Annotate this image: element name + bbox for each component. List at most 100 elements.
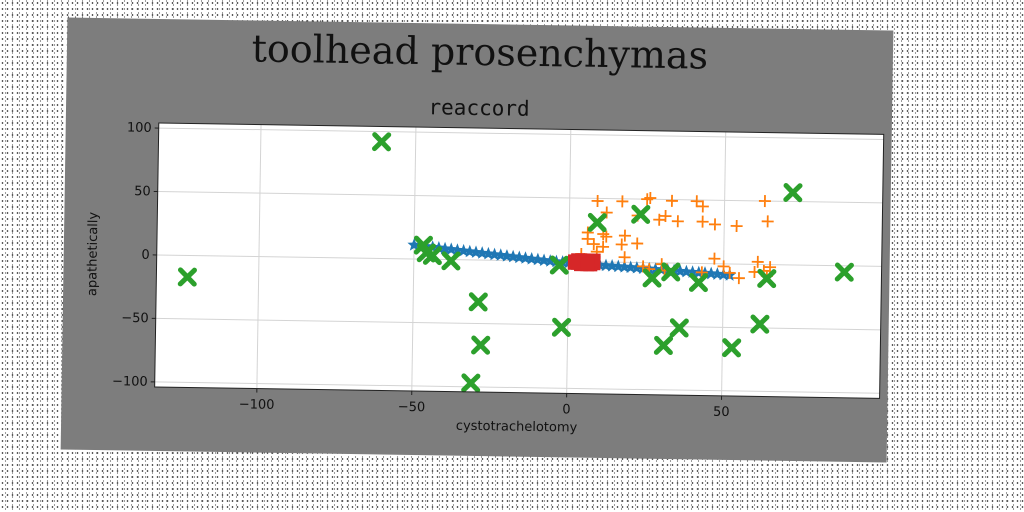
plus-point	[723, 266, 736, 279]
x-point	[757, 268, 777, 289]
x-point	[661, 262, 681, 282]
plus-point	[615, 238, 628, 251]
plus-point	[618, 229, 631, 242]
plus-point	[659, 209, 672, 223]
x-point	[422, 245, 443, 266]
x-point	[722, 338, 742, 358]
plus-point	[732, 272, 745, 285]
x-point	[688, 272, 709, 293]
x-point	[783, 183, 803, 203]
x-point	[642, 268, 662, 288]
plus-point	[671, 215, 684, 228]
x-point	[471, 335, 491, 355]
plus-point	[591, 194, 604, 207]
y-tick-label: 0	[141, 248, 150, 263]
star-point	[679, 264, 694, 278]
ticks: −100 −50 0 50 −100 −50 0 50 100	[112, 121, 730, 420]
x-point	[468, 292, 488, 312]
x-axis-label: cystotrachelotomy	[456, 419, 578, 436]
scatter-plot: −100 −50 0 50 −100 −50 0 50 100 cystotrachelotom…	[85, 121, 885, 436]
star-point	[716, 267, 731, 281]
star-point	[524, 251, 539, 265]
x-point	[441, 251, 461, 271]
plus-point	[653, 213, 666, 226]
star-point	[407, 238, 421, 251]
star-point	[617, 260, 632, 273]
x-point	[549, 255, 570, 275]
star-point	[685, 265, 700, 278]
square-point	[567, 255, 583, 270]
star-point	[487, 247, 502, 261]
plus-point	[616, 195, 629, 208]
plus-point	[581, 232, 594, 245]
plus-point	[665, 194, 678, 207]
plot-frame	[154, 122, 885, 399]
plus-point	[690, 195, 703, 208]
x-tick-label: −50	[398, 400, 426, 415]
x-point	[177, 267, 197, 287]
plus-point	[708, 252, 721, 265]
y-tick-label: 100	[127, 121, 152, 136]
star-point	[537, 253, 551, 267]
x-point	[653, 335, 674, 356]
x-tick-label: −100	[239, 397, 275, 413]
star-point	[494, 248, 508, 262]
figure-panel: toolhead prosenchymas reaccord −100 −50 0 5…	[60, 17, 894, 463]
star-point	[543, 254, 557, 267]
x-point	[834, 262, 854, 282]
y-tick-label: 50	[134, 184, 151, 199]
plus-point	[761, 215, 774, 228]
star-point	[710, 267, 724, 280]
plus-point	[597, 240, 610, 253]
x-point	[461, 373, 481, 393]
plus-point	[600, 230, 613, 243]
y-axis-label: apathetically	[85, 211, 101, 296]
y-gridline	[158, 127, 884, 140]
x-point	[669, 318, 689, 338]
star-point	[630, 261, 644, 274]
star-point	[438, 241, 452, 255]
plus-point	[631, 237, 644, 250]
star-point	[475, 246, 489, 259]
star-point	[512, 250, 526, 264]
plus-point	[751, 255, 764, 268]
plus-point	[717, 260, 730, 273]
star-point	[463, 244, 477, 258]
x-point	[631, 204, 651, 224]
plus-point	[644, 191, 657, 204]
star-point	[481, 246, 496, 260]
plus-point	[696, 215, 709, 228]
plus-point	[618, 251, 631, 264]
y-tick-label: −50	[121, 311, 149, 326]
plus-point	[764, 261, 777, 274]
x-point	[551, 317, 572, 337]
star-point	[518, 251, 533, 264]
plus-point	[730, 219, 743, 233]
star-point	[531, 252, 545, 266]
x-tick-label: 0	[562, 402, 571, 417]
star-point	[673, 264, 687, 278]
y-gridline	[155, 317, 881, 331]
star-point	[648, 262, 663, 276]
star-point	[624, 260, 638, 274]
y-gridline	[156, 254, 882, 267]
x-tick-label: 50	[713, 405, 730, 420]
star-point	[444, 242, 458, 256]
star-point	[506, 249, 520, 263]
star-point	[611, 259, 625, 273]
star-point	[599, 258, 613, 272]
x-point	[587, 212, 607, 233]
y-tick-label: −100	[112, 374, 148, 390]
square-point	[580, 257, 595, 272]
star-point	[469, 245, 483, 259]
plus-point	[696, 200, 709, 213]
x-point	[750, 314, 770, 334]
data-marks	[177, 132, 854, 393]
plus-point	[758, 195, 771, 208]
plus-point	[708, 218, 721, 231]
y-gridline	[154, 381, 880, 394]
star-point	[450, 243, 465, 256]
plus-point	[587, 238, 600, 251]
x-point	[371, 132, 392, 152]
star-point	[605, 259, 619, 272]
